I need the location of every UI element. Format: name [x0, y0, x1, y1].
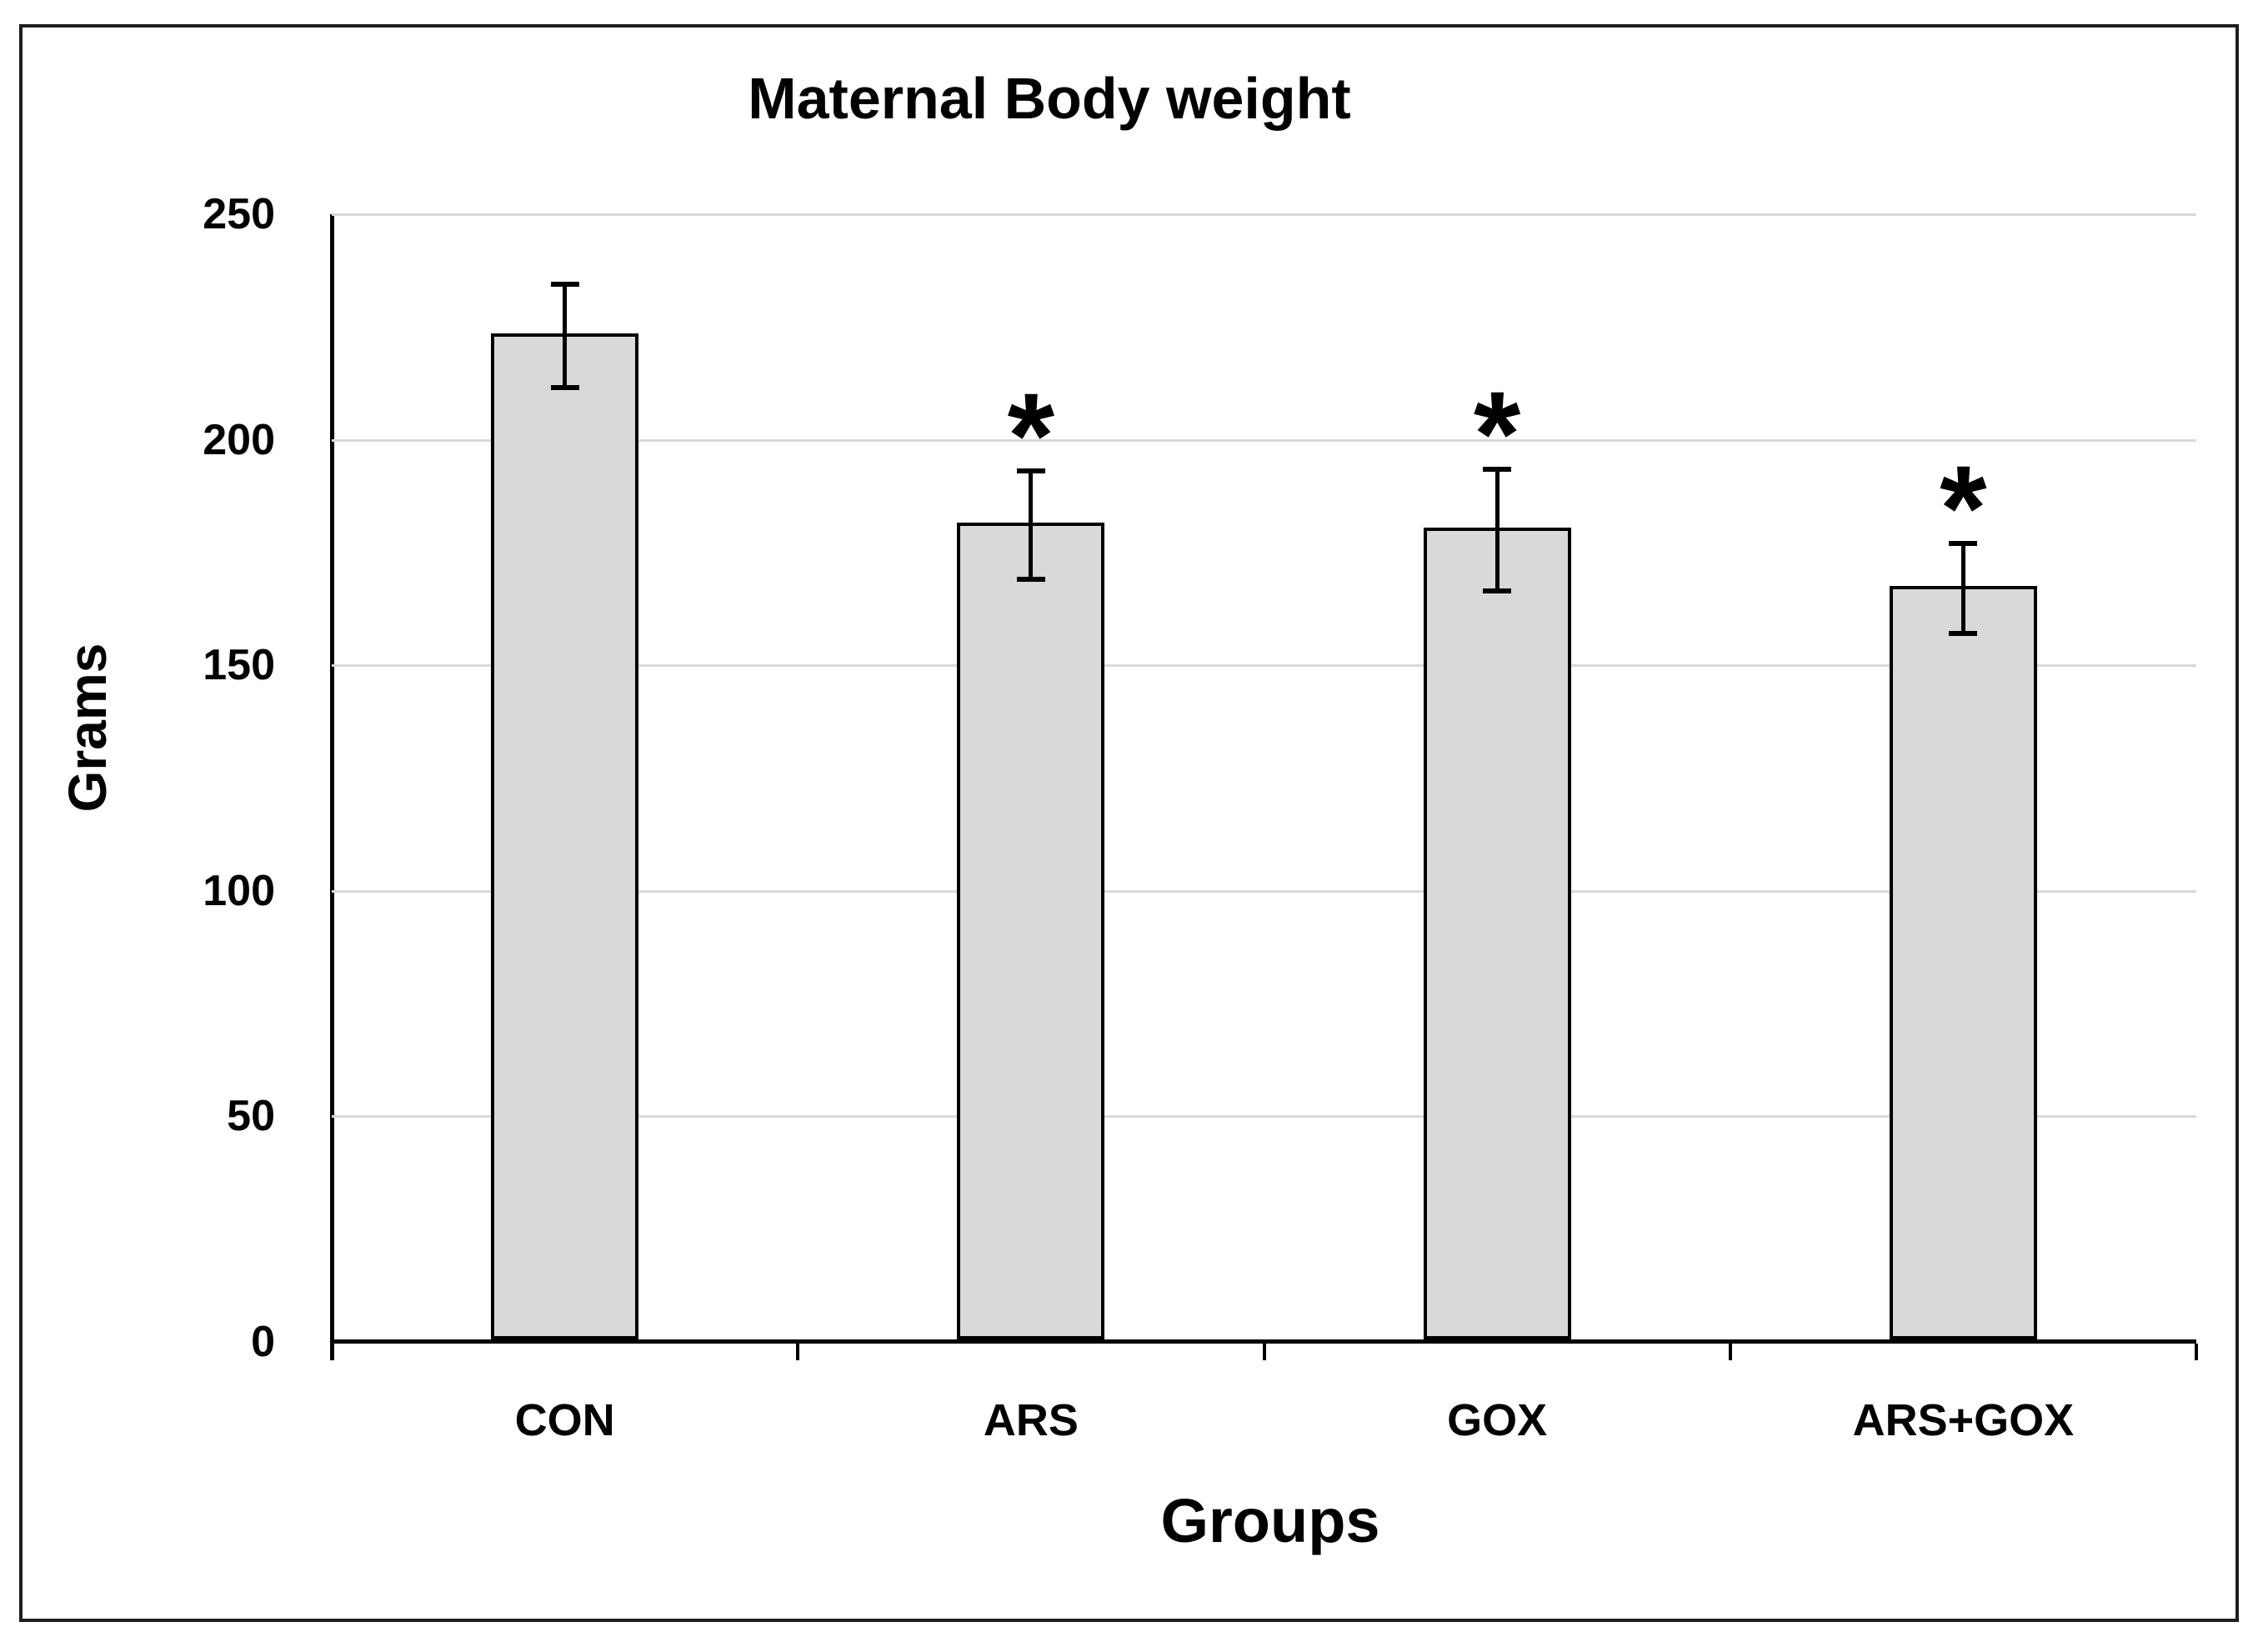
error-bar-top-cap-CON	[550, 281, 579, 287]
y-tick-label-150: 150	[203, 641, 275, 690]
gridline-200	[332, 438, 2196, 442]
error-bar-top-cap-ARS	[1016, 468, 1045, 474]
error-bar-bottom-cap-ARS+GOX	[1949, 631, 1978, 637]
bar-ARS	[957, 523, 1105, 1339]
gridline-100	[332, 889, 2196, 893]
y-axis-title: Grams	[58, 643, 118, 813]
error-bar-line-CON	[563, 283, 568, 388]
x-axis-tick-4	[2195, 1344, 2198, 1360]
error-bar-top-cap-ARS+GOX	[1949, 541, 1978, 547]
error-bar-top-cap-GOX	[1483, 466, 1512, 472]
y-tick-label-100: 100	[203, 866, 275, 915]
error-bar-bottom-cap-CON	[550, 385, 579, 391]
category-label-ARS: ARS	[983, 1395, 1079, 1445]
chart-frame	[19, 24, 2239, 1622]
y-tick-label-250: 250	[203, 190, 275, 238]
y-axis-line	[330, 214, 334, 1360]
bar-ARS+GOX	[1889, 586, 2037, 1339]
error-bar-line-ARS+GOX	[1960, 543, 1965, 634]
gridline-150	[332, 664, 2196, 668]
significance-asterisk-ARS+GOX: *	[1940, 440, 1987, 576]
x-axis-tick-2	[1262, 1344, 1266, 1360]
plot-area: * * *	[330, 213, 2198, 1360]
y-tick-label-200: 200	[203, 415, 275, 464]
error-bar-line-GOX	[1494, 468, 1499, 591]
x-axis-tick-1	[796, 1344, 800, 1360]
error-bar-bottom-cap-GOX	[1483, 588, 1512, 593]
x-axis-tick-0	[330, 1344, 333, 1360]
bar-CON	[491, 333, 639, 1339]
y-tick-label-50: 50	[227, 1092, 275, 1141]
category-label-ARS+GOX: ARS+GOX	[1852, 1395, 2075, 1445]
significance-asterisk-ARS: *	[1007, 368, 1055, 503]
x-axis-title: Groups	[1160, 1486, 1380, 1555]
gridline-50	[332, 1115, 2196, 1119]
significance-asterisk-GOX: *	[1473, 366, 1521, 502]
chart-title: Maternal Body weight	[748, 66, 1351, 131]
gridline-250	[332, 213, 2196, 216]
bar-GOX	[1423, 527, 1571, 1339]
error-bar-line-ARS	[1029, 471, 1034, 580]
x-axis-tick-3	[1728, 1344, 1732, 1360]
y-tick-label-0: 0	[251, 1318, 275, 1366]
error-bar-bottom-cap-ARS	[1016, 577, 1045, 583]
x-axis-baseline	[332, 1339, 2196, 1344]
category-label-CON: CON	[514, 1395, 615, 1445]
category-label-GOX: GOX	[1447, 1395, 1548, 1445]
